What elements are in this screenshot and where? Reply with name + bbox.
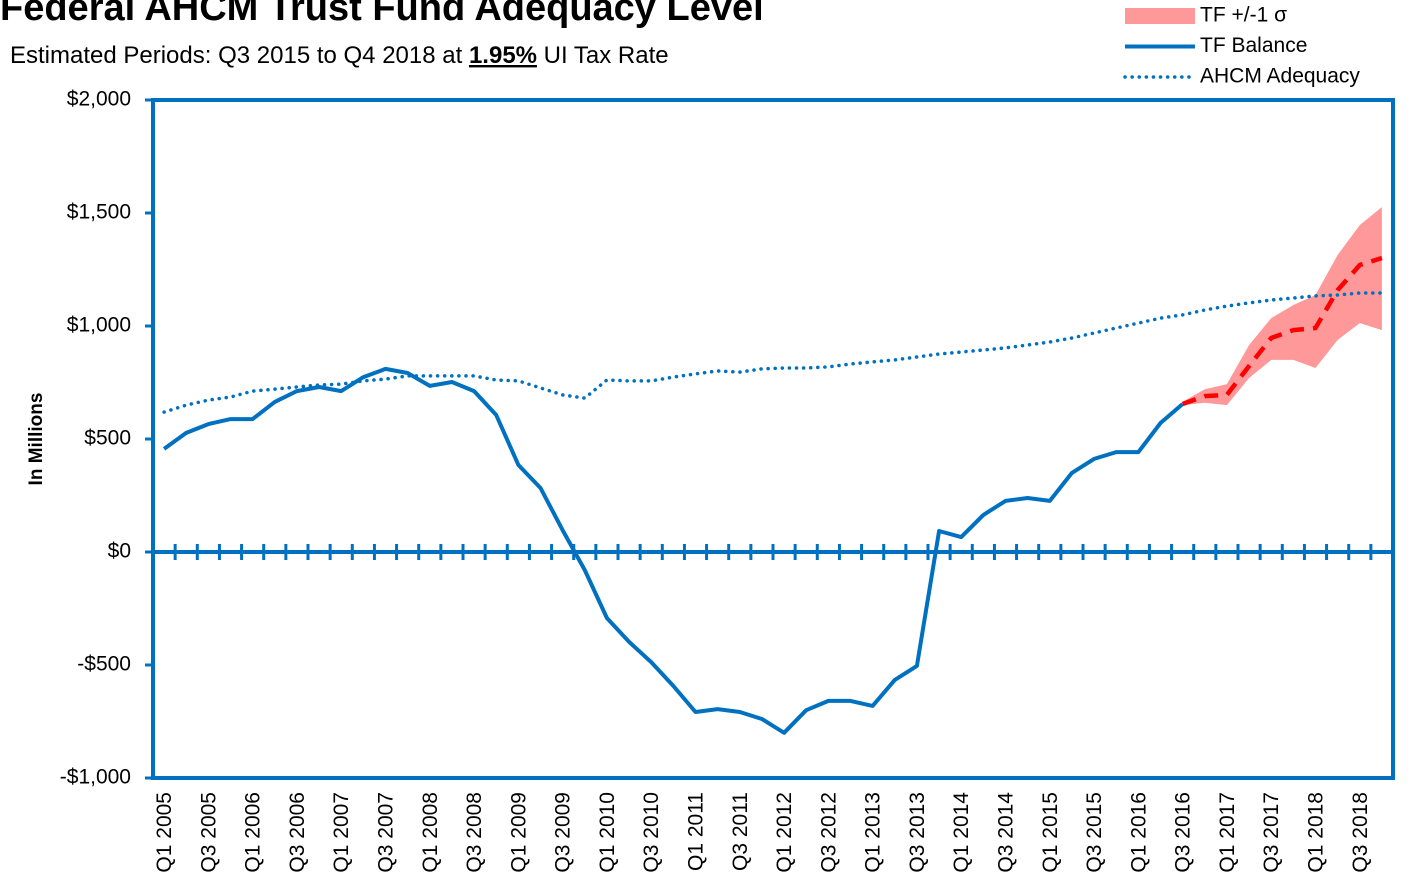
x-tick-label: Q3 2008	[463, 792, 486, 873]
x-tick-label: Q3 2017	[1260, 792, 1283, 873]
x-tick-label: Q3 2009	[552, 792, 575, 873]
x-tick-label: Q1 2018	[1305, 792, 1328, 873]
tf-balance-line	[162, 366, 1184, 735]
x-tick-label: Q3 2013	[906, 792, 929, 873]
legend-label: TF Balance	[1200, 34, 1307, 57]
x-tick-label: Q3 2010	[640, 792, 663, 873]
y-tick-label: -$1,000	[60, 766, 131, 789]
plot-frame	[151, 98, 1395, 780]
x-tick-label: Q1 2010	[596, 792, 619, 873]
x-tick-label: Q1 2013	[862, 792, 885, 873]
x-tick-label: Q1 2017	[1216, 792, 1239, 873]
chart-title: Federal AHCM Trust Fund Adequacy Level	[0, 0, 764, 29]
x-tick-label: Q3 2014	[995, 792, 1018, 873]
x-tick-label: Q1 2009	[507, 792, 530, 873]
y-axis-label: In Millions	[26, 393, 47, 486]
legend-label: AHCM Adequacy	[1200, 65, 1360, 88]
x-tick-label: Q3 2011	[729, 792, 752, 871]
x-tick-label: Q3 2006	[286, 792, 309, 873]
x-tick-label: Q1 2015	[1039, 792, 1062, 873]
x-tick-label: Q1 2012	[773, 792, 796, 873]
y-tick-label: $2,000	[67, 88, 131, 111]
x-tick-label: Q1 2005	[153, 792, 176, 873]
subtitle-part: Estimated Periods: Q3 2015 to Q4 2018 at	[10, 42, 469, 69]
x-tick-label: Q3 2005	[197, 792, 220, 873]
y-tick-label: $500	[84, 427, 131, 450]
x-tick-label: Q3 2015	[1083, 792, 1106, 873]
adequacy-line	[162, 291, 1384, 414]
subtitle-rate: 1.95%	[469, 42, 537, 69]
y-tick-label: $1,000	[67, 314, 131, 337]
x-tick-label: Q3 2007	[375, 792, 398, 873]
chart-subtitle: Estimated Periods: Q3 2015 to Q4 2018 at…	[10, 42, 669, 69]
legend-swatch	[1125, 8, 1195, 24]
x-tick-label: Q1 2011	[685, 792, 708, 871]
x-tick-label: Q1 2006	[242, 792, 265, 873]
y-tick-label: $1,500	[67, 201, 131, 224]
sigma-band	[1182, 207, 1382, 406]
legend-label: TF +/-1 σ	[1200, 4, 1287, 27]
forecast-line	[1181, 255, 1383, 407]
x-tick-label: Q3 2012	[817, 792, 840, 873]
x-tick-label: Q1 2008	[419, 792, 442, 873]
x-tick-label: Q3 2016	[1172, 792, 1195, 873]
subtitle-part: UI Tax Rate	[537, 42, 669, 69]
x-tick-label: Q3 2018	[1349, 792, 1372, 873]
y-tick-label: -$500	[77, 653, 131, 676]
x-tick-label: Q1 2014	[950, 792, 973, 873]
y-tick-label: $0	[108, 540, 131, 563]
x-tick-label: Q1 2016	[1127, 792, 1150, 873]
x-tick-label: Q1 2007	[330, 792, 353, 873]
